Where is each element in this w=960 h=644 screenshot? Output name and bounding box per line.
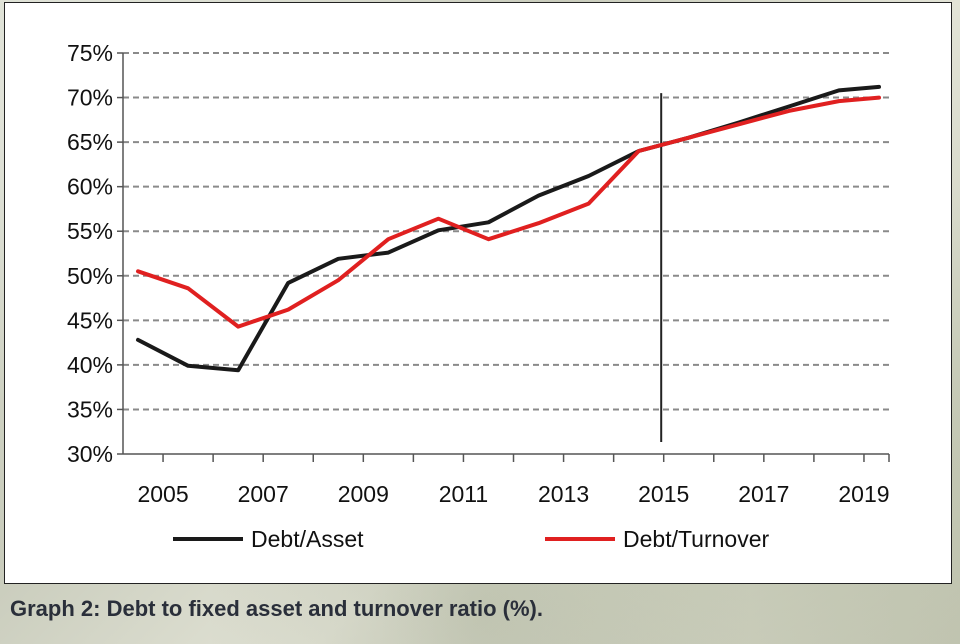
legend-label: Debt/Asset	[251, 526, 364, 552]
x-tick-label: 2011	[439, 481, 488, 507]
series-line-debt-turnover	[136, 95, 881, 329]
y-tick-label: 55%	[67, 218, 113, 244]
y-tick-label: 65%	[67, 129, 113, 155]
chart-caption: Graph 2: Debt to fixed asset and turnove…	[10, 596, 543, 621]
y-tick-label: 35%	[67, 396, 113, 422]
x-tick-label: 2007	[238, 481, 289, 507]
y-tick-label: 60%	[67, 174, 113, 200]
x-tick-label: 2019	[838, 481, 889, 507]
x-tick-label: 2009	[338, 481, 389, 507]
y-tick-label: 40%	[67, 352, 113, 378]
series-line-debt-asset	[136, 84, 881, 373]
x-tick-label: 2017	[738, 481, 789, 507]
y-tick-label: 75%	[67, 40, 113, 66]
chart-frame: 30% 35% 40% 45% 50% 55% 60% 65% 70% 75% 2005 2007 20…	[4, 2, 952, 584]
y-tick-label: 30%	[67, 441, 113, 467]
y-tick-label: 45%	[67, 307, 113, 333]
line-chart: 30% 35% 40% 45% 50% 55% 60% 65% 70% 75% 2005 2007 20…	[67, 40, 890, 552]
y-tick-label: 50%	[67, 263, 113, 289]
y-tick-label: 70%	[67, 85, 113, 111]
legend-label: Debt/Turnover	[623, 526, 769, 552]
x-tick-label: 2013	[538, 481, 589, 507]
x-tick-label: 2005	[137, 481, 188, 507]
x-tick-label: 2015	[638, 481, 689, 507]
